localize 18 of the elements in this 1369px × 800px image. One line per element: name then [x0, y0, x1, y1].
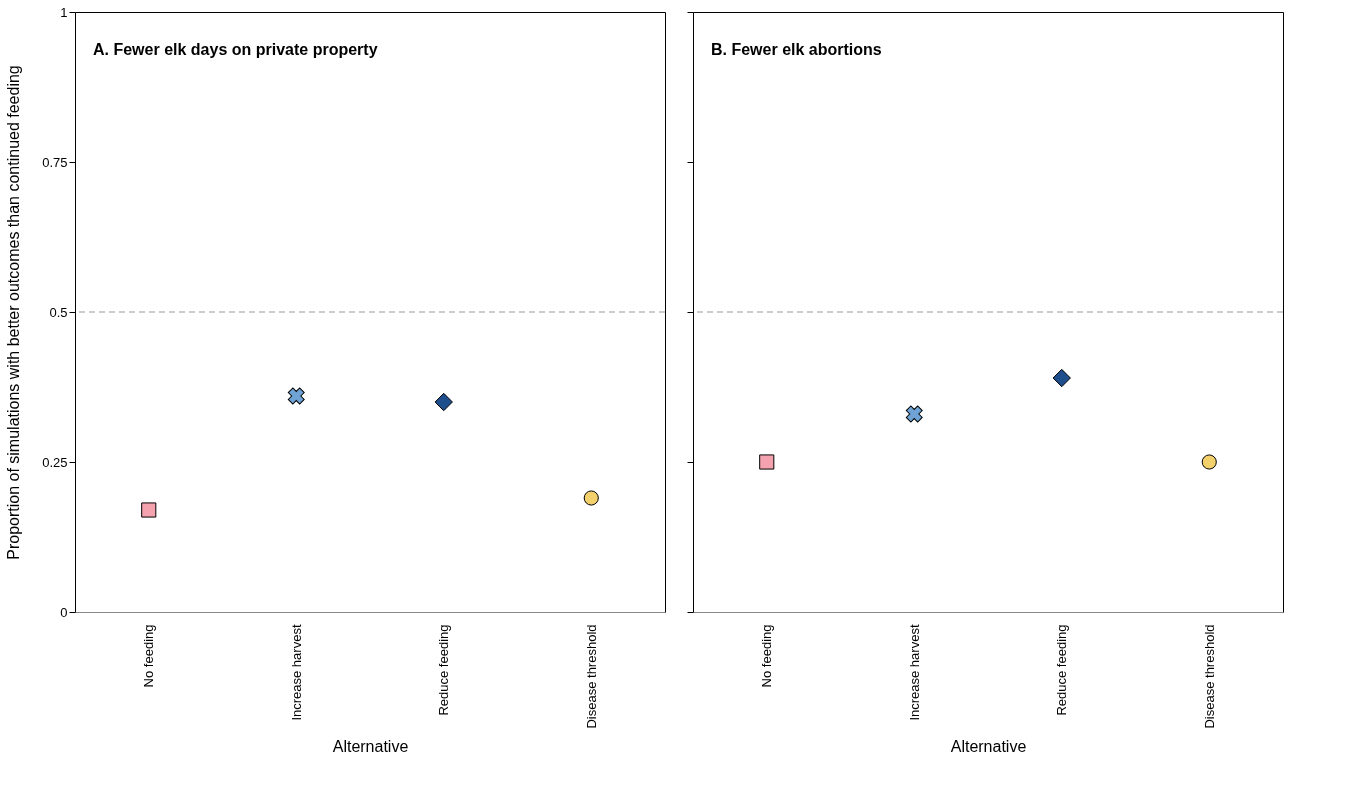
x-axis-title: Alternative — [332, 737, 409, 755]
x-axis-title: Alternative — [950, 737, 1027, 755]
x-tick-label: Reduce feeding — [1054, 624, 1070, 716]
x-tick-label: Disease threshold — [1201, 624, 1217, 729]
y-tick-label: 0.75 — [42, 154, 68, 170]
x-tick-label: Disease threshold — [583, 624, 599, 729]
y-axis-title: Proportion of simulations with better outcomes than continued feeding — [5, 65, 23, 560]
y-tick-label: 0 — [60, 604, 68, 620]
y-tick-label: 0.5 — [49, 304, 68, 320]
x-tick-label: No feeding — [141, 624, 157, 688]
y-tick-label: 0.25 — [42, 454, 68, 470]
text: A. Fewer elk days on private property — [93, 41, 378, 58]
x-tick-label: No feeding — [759, 624, 775, 688]
x-tick-label: Increase harvest — [906, 624, 922, 721]
x-tick-label: Increase harvest — [288, 624, 304, 721]
x-tick-label: Reduce feeding — [436, 624, 452, 716]
text: B. Fewer elk abortions — [711, 41, 882, 58]
y-tick-label: 1 — [60, 4, 68, 20]
